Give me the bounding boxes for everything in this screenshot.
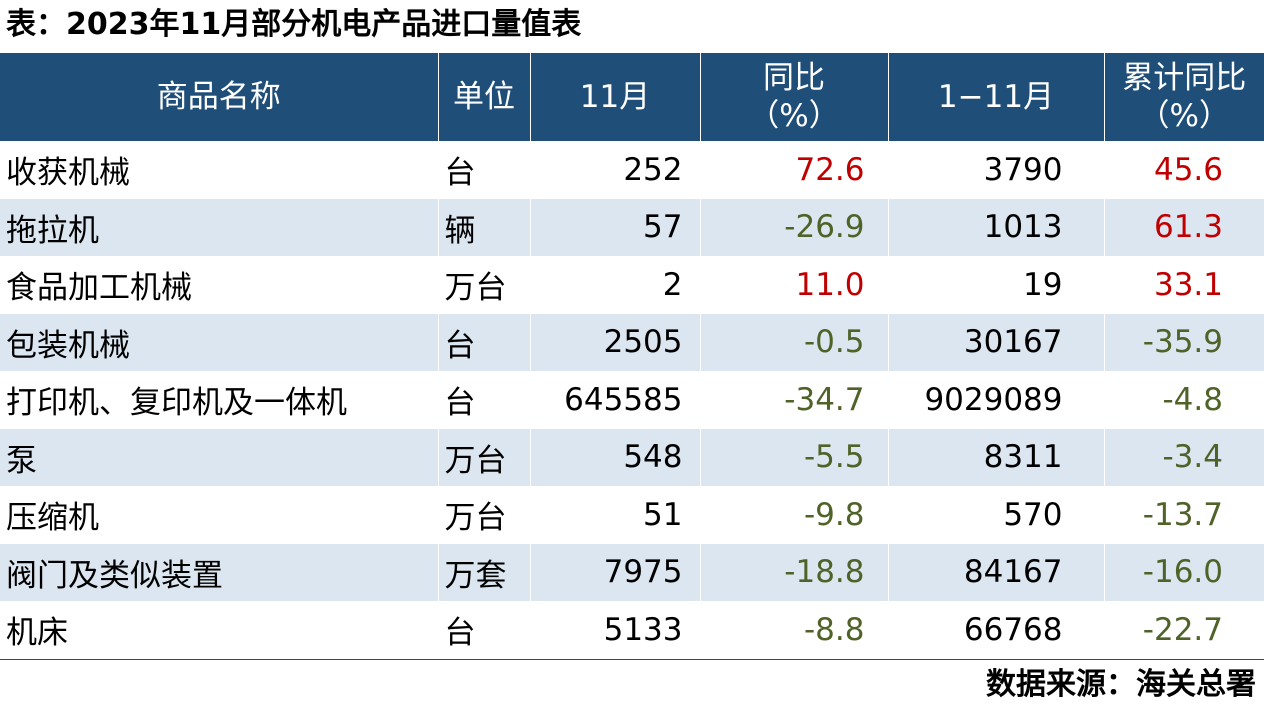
table-cell: -4.8 — [1103, 371, 1264, 429]
table-cell: 72.6 — [699, 141, 888, 199]
table-cell: 辆 — [437, 198, 530, 256]
table-cell: 11.0 — [699, 256, 888, 314]
table-cell: 泵 — [0, 428, 438, 486]
table-cell: 57 — [529, 198, 700, 256]
table-cell: 2505 — [529, 313, 700, 371]
table-cell: 252 — [529, 141, 700, 199]
table-row: 包装机械台 2505 -0.5 30167 -35.9 — [0, 313, 1264, 371]
table-cell: -26.9 — [699, 198, 888, 256]
table-cell: -13.7 — [1103, 486, 1264, 544]
table-cell: 8311 — [887, 428, 1104, 486]
table-cell: 机床 — [0, 601, 438, 660]
table-row: 压缩机 万台 51 -9.8 570 -13.7 — [0, 486, 1264, 544]
table-cell: -34.7 — [699, 371, 888, 429]
table-row: 泵万台 548 -5.5 8311 -3.4 — [0, 428, 1264, 486]
data-table: 商品名称 单位 11月 同比 （%） 1−11月 累计同比 （%） 收获机械台 252 72.… — [0, 53, 1264, 660]
table-row: 收获机械 台 252 72.6 3790 45.6 — [0, 141, 1264, 199]
table-cell: 收获机械 — [6, 155, 130, 192]
source-note: 数据来源：海关总署 — [986, 667, 1256, 702]
table-row: 打印机、复印机及一体机 台 645585 -34.7 9029089 -4.8 — [0, 371, 1264, 429]
table-cell: 19 — [887, 256, 1104, 314]
table-cell: 阀门及类似装置 — [0, 543, 438, 601]
table-cell: -5.5 — [699, 428, 888, 486]
table-cell: 压缩机 — [6, 500, 99, 537]
table-cell: 33.1 — [1103, 256, 1264, 314]
table-cell: 5133 — [529, 601, 700, 660]
table-cell: 台 — [437, 601, 530, 660]
table-cell: 台 — [437, 313, 530, 371]
table-cell: 万套 — [437, 543, 530, 601]
table-cell: 万台 — [437, 486, 530, 544]
table-cell: -9.8 — [699, 486, 888, 544]
table-cell: 30167 — [887, 313, 1104, 371]
table-cell: 51 — [529, 486, 700, 544]
header-row: 商品名称 单位 11月 同比 （%） 1−11月 累计同比 （%） — [0, 53, 1264, 141]
table-row: 食品加工机械 万台 2 11.0 19 33.1 — [0, 256, 1264, 314]
table-cell: 7975 — [529, 543, 700, 601]
header-cell: 单位 — [437, 53, 530, 141]
header-cell: 商品名称 — [0, 53, 438, 141]
table-cell: -16.0 — [1103, 543, 1264, 601]
table-cell: 645585 — [529, 371, 700, 429]
table-cell: 台 — [437, 371, 530, 429]
header-cell: 11月 — [529, 53, 700, 141]
table-cell: 食品加工机械 — [6, 270, 192, 307]
table-cell: -18.8 — [699, 543, 888, 601]
table-cell: 2 — [529, 256, 700, 314]
table-cell: -22.7 — [1103, 601, 1264, 660]
table-cell: -0.5 — [699, 313, 888, 371]
table-cell: -8.8 — [699, 601, 888, 660]
table-cell: 万台 — [437, 256, 530, 314]
table-cell: 45.6 — [1103, 141, 1264, 199]
table-cell: 拖拉机 — [0, 198, 438, 256]
table-cell: 台 — [437, 141, 530, 199]
header-cell: 1−11月 — [887, 53, 1104, 141]
table-cell: 打印机、复印机及一体机 — [6, 385, 347, 422]
table-cell: 570 — [887, 486, 1104, 544]
header-cell: 同比 （%） — [699, 53, 888, 141]
table-title: 表：2023年11月部分机电产品进口量值表 — [6, 7, 582, 42]
table-cell: 包装机械 — [0, 313, 438, 371]
header-cell: 累计同比 （%） — [1103, 53, 1264, 141]
table-row: 阀门及类似装置 万套 7975 -18.8 84167 -16.0 — [0, 543, 1264, 601]
table-cell: 61.3 — [1103, 198, 1264, 256]
table-row: 拖拉机辆 57 -26.9 1013 61.3 — [0, 198, 1264, 256]
table-body: 收获机械台 252 72.6 3790 45.6 拖拉机辆 57 -26.9 1013 61.3 食… — [0, 141, 1264, 660]
table-cell: 1013 — [887, 198, 1104, 256]
table-cell: 万台 — [437, 428, 530, 486]
table-cell: -35.9 — [1103, 313, 1264, 371]
table-cell: -3.4 — [1103, 428, 1264, 486]
table-cell: 9029089 — [887, 371, 1104, 429]
table-cell: 3790 — [887, 141, 1104, 199]
table-cell: 66768 — [887, 601, 1104, 660]
table-cell: 548 — [529, 428, 700, 486]
table-row: 机床台 5133 -8.8 66768 -22.7 — [0, 601, 1264, 660]
table-cell: 84167 — [887, 543, 1104, 601]
